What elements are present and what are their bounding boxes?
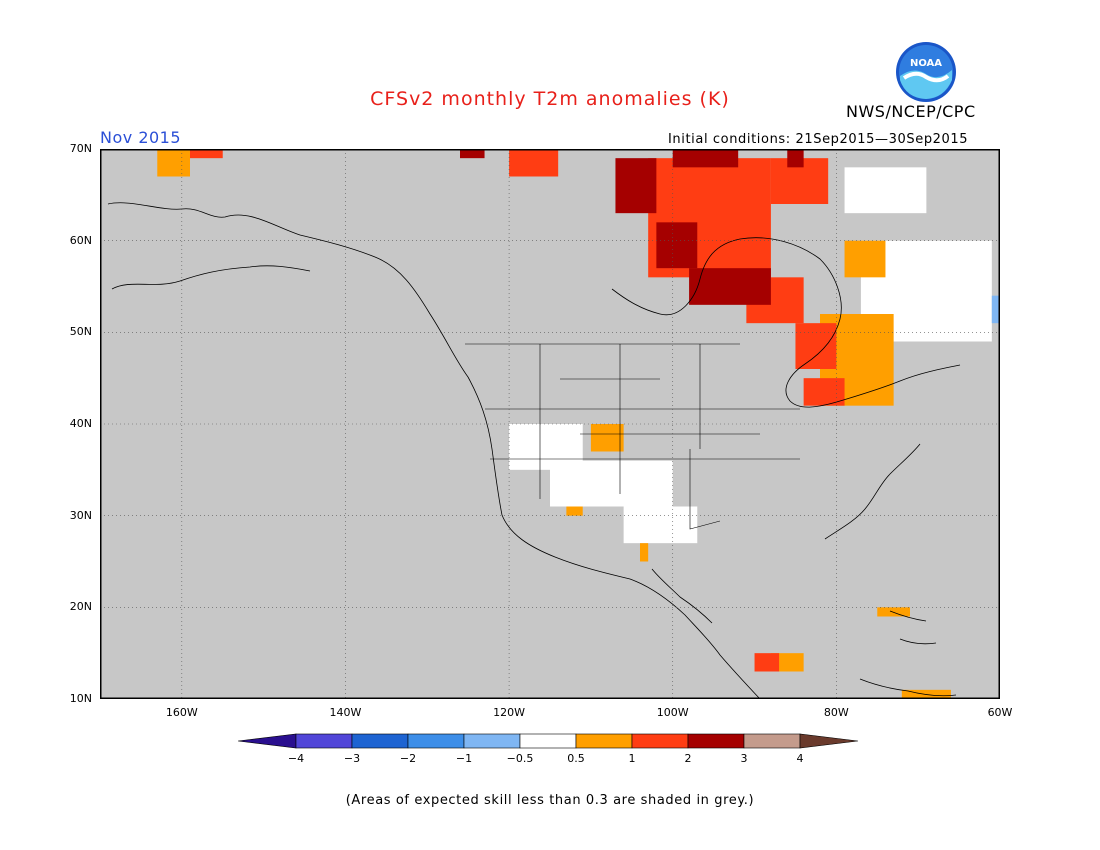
anomaly-region	[590, 424, 624, 452]
anomaly-region	[795, 323, 837, 369]
org-label: NWS/NCEP/CPC	[846, 102, 976, 121]
colorbar-tick-label: 1	[628, 752, 636, 765]
anomaly-region	[656, 222, 698, 269]
anomaly-region	[689, 268, 771, 305]
colorbar-arrow-high	[799, 733, 859, 749]
lat-label: 70N	[69, 142, 92, 155]
lat-label: 20N	[69, 600, 92, 614]
colorbar-tick-label: 0.5	[567, 752, 585, 765]
state-borders	[465, 343, 800, 530]
lat-label: 50N	[69, 325, 92, 339]
chart-title: CFSv2 monthly T2m anomalies (K)	[370, 88, 730, 110]
colorbar-segment	[575, 733, 633, 749]
anomaly-region	[803, 378, 845, 406]
colorbar-arrow-low	[238, 733, 297, 749]
anomaly-region	[787, 149, 804, 168]
anomaly-region	[509, 149, 559, 177]
anomaly-region	[157, 149, 190, 177]
anomaly-region	[190, 149, 223, 159]
skill-note: (Areas of expected skill less than 0.3 a…	[345, 793, 755, 808]
anomaly-region	[460, 149, 485, 159]
colorbar	[238, 733, 859, 749]
anomaly-region	[566, 506, 583, 516]
anomaly-region	[991, 295, 1000, 324]
anomaly-region	[754, 653, 780, 672]
colorbar-tick-label: −1	[455, 752, 473, 765]
lon-label: 100W	[656, 706, 689, 719]
colorbar-segment	[407, 733, 465, 749]
logo-text: NOAA	[910, 58, 942, 69]
lon-label: 160W	[165, 706, 198, 719]
colorbar-tick-label: −0.5	[506, 752, 534, 765]
colorbar-segment	[463, 733, 521, 749]
lon-label: 120W	[493, 706, 526, 719]
lat-label: 10N	[69, 692, 92, 705]
anomaly-region	[640, 543, 649, 562]
lat-label: 40N	[69, 417, 92, 430]
colorbar-tick-label: 4	[796, 752, 804, 765]
colorbar-segment	[351, 733, 409, 749]
lon-label: 80W	[823, 706, 849, 719]
colorbar-segment	[295, 733, 353, 749]
anomaly-region	[615, 158, 657, 214]
colorbar-segment	[631, 733, 689, 749]
anomaly-region	[877, 607, 910, 617]
colorbar-segment	[687, 733, 745, 749]
colorbar-tick-label: −3	[343, 752, 361, 765]
anomaly-region	[844, 240, 886, 278]
noaa-logo: NOAA	[896, 42, 956, 102]
lat-label: 30N	[69, 508, 92, 522]
colorbar-segment	[743, 733, 801, 749]
anomaly-map	[100, 149, 1000, 699]
anomaly-region	[844, 167, 927, 214]
colorbar-tick-label: −2	[399, 752, 417, 765]
colorbar-segment	[519, 733, 577, 749]
map-frame	[100, 149, 1000, 699]
colorbar-tick-label: −4	[287, 752, 305, 765]
colorbar-tick-label: 3	[740, 752, 748, 765]
initial-conditions: Initial conditions: 21Sep2015—30Sep2015	[668, 132, 969, 147]
lon-label: 60W	[987, 706, 1013, 719]
anomaly-region	[550, 460, 673, 507]
anomaly-regions	[157, 149, 1000, 699]
anomaly-region	[623, 506, 698, 544]
forecast-month: Nov 2015	[100, 128, 182, 147]
colorbar-tick-label: 2	[684, 752, 692, 765]
lon-label: 140W	[329, 706, 362, 719]
anomaly-region	[672, 149, 739, 168]
lat-label: 60N	[69, 233, 92, 247]
coastlines	[107, 202, 961, 699]
